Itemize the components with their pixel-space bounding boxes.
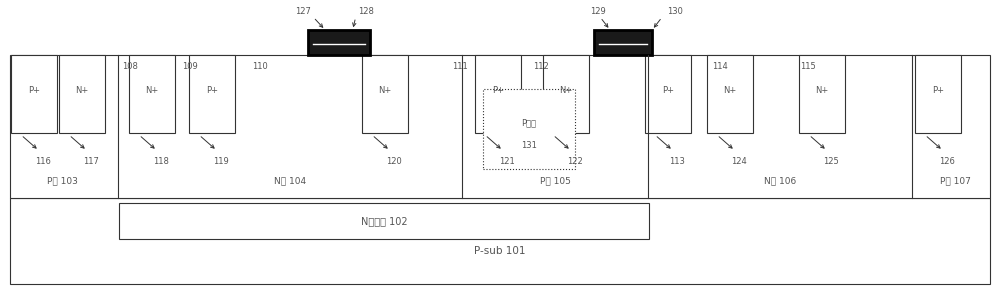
Text: P阱 103: P阱 103 [47,176,77,185]
Bar [119,203,649,239]
Bar [11,55,57,133]
Text: 118: 118 [153,157,169,166]
Text: 108: 108 [122,62,138,71]
Bar [645,55,691,133]
Text: P+: P+ [206,86,218,94]
Text: 122: 122 [567,157,583,166]
Text: N+: N+ [815,86,829,94]
Bar [10,55,990,198]
Bar [59,55,105,133]
Bar [483,89,575,169]
Text: 109: 109 [182,62,198,71]
Text: P+: P+ [492,86,504,94]
Text: N型埋层 102: N型埋层 102 [361,216,407,226]
Text: P-sub 101: P-sub 101 [474,247,526,256]
Text: P阱 107: P阱 107 [940,176,970,185]
Text: N+: N+ [378,86,392,94]
Bar [799,55,845,133]
Text: P阱 105: P阱 105 [540,176,570,185]
Text: 131: 131 [521,141,537,150]
Text: P掉杂: P掉杂 [521,118,537,127]
Text: P+: P+ [932,86,944,94]
Text: 126: 126 [939,157,955,166]
Text: 129: 129 [590,7,606,16]
Text: 128: 128 [358,7,374,16]
Text: 124: 124 [731,157,747,166]
Bar [707,55,753,133]
Text: 115: 115 [800,62,816,71]
Text: 111: 111 [452,62,468,71]
Text: N+: N+ [75,86,89,94]
Text: 125: 125 [823,157,839,166]
Text: N+: N+ [145,86,159,94]
Text: N阱 106: N阱 106 [764,176,796,185]
Text: P+: P+ [28,86,40,94]
Bar [475,55,521,133]
Bar [189,55,235,133]
Text: 110: 110 [252,62,268,71]
Text: N+: N+ [723,86,737,94]
Text: 117: 117 [83,157,99,166]
Bar [10,198,990,284]
Text: 114: 114 [712,62,728,71]
Text: 127: 127 [295,7,311,16]
Bar [594,30,652,55]
Bar [362,55,408,133]
Text: 121: 121 [499,157,515,166]
Bar [915,55,961,133]
Text: 113: 113 [669,157,685,166]
Text: N+: N+ [559,86,573,94]
Text: 112: 112 [533,62,549,71]
Text: 116: 116 [35,157,51,166]
Text: P+: P+ [662,86,674,94]
Text: 119: 119 [213,157,229,166]
Text: N阱 104: N阱 104 [274,176,306,185]
Bar [129,55,175,133]
Bar [543,55,589,133]
Text: 130: 130 [667,7,683,16]
Text: 120: 120 [386,157,402,166]
Bar [308,30,370,55]
